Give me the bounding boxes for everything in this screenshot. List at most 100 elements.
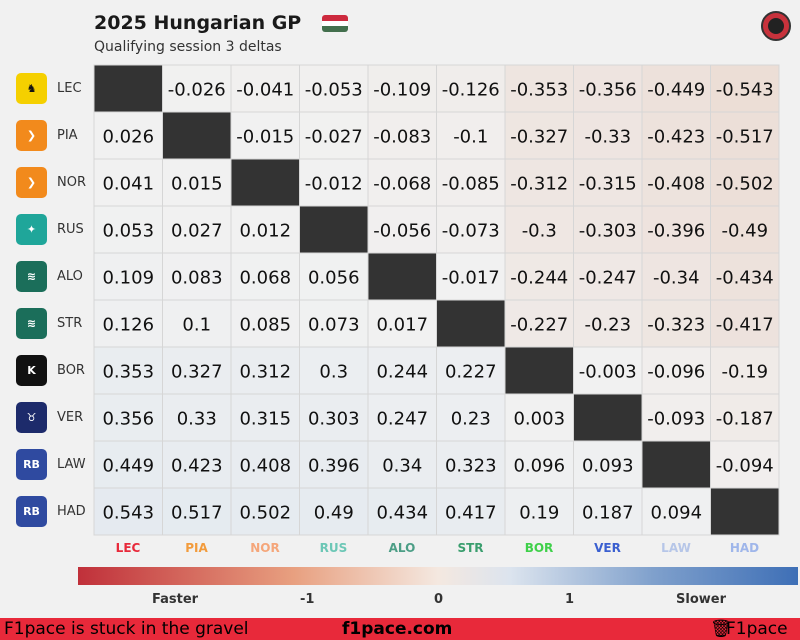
footer-website-link[interactable]: f1pace.com — [342, 619, 453, 639]
heatmap-cell-value: -0.396 — [647, 221, 705, 242]
heatmap-cell-value: 0.303 — [308, 409, 360, 430]
heatmap-diagonal-cell — [641, 440, 711, 489]
heatmap-cell-value: 0.49 — [314, 503, 354, 524]
heatmap-cell — [93, 487, 163, 536]
heatmap-cell-value: -0.1 — [453, 127, 488, 148]
heatmap-cell — [573, 205, 643, 254]
heatmap-cell-value: 0.408 — [239, 456, 291, 477]
heatmap-cell-value: 0.23 — [451, 409, 491, 430]
heatmap-cell — [504, 299, 574, 348]
heatmap-cell-value: 0.315 — [239, 409, 291, 430]
heatmap-cell-value: -0.353 — [510, 80, 568, 101]
heatmap-cell — [573, 487, 643, 536]
heatmap-cell-value: -0.027 — [305, 127, 363, 148]
heatmap-diagonal-cell — [504, 346, 574, 395]
heatmap-cell-value: 0.423 — [171, 456, 223, 477]
heatmap-cell — [230, 64, 300, 113]
heatmap-cell — [299, 158, 369, 207]
heatmap-cell-value: -0.33 — [584, 127, 631, 148]
heatmap-cell-value: 0.094 — [650, 503, 702, 524]
heatmap-cell-value: -0.187 — [716, 409, 774, 430]
heatmap-cell — [367, 393, 437, 442]
heatmap-cell-value: 0.502 — [239, 503, 291, 524]
colorbar-tick: 1 — [565, 592, 575, 607]
heatmap-cell-value: 0.449 — [102, 456, 154, 477]
heatmap-cell — [641, 111, 711, 160]
heatmap-diagonal-cell — [299, 205, 369, 254]
heatmap-cell-value: -0.056 — [373, 221, 431, 242]
heatmap-cell — [367, 346, 437, 395]
heatmap-cell-value: 0.356 — [102, 409, 154, 430]
heatmap-cell-value: -0.502 — [716, 174, 774, 195]
heatmap-cell — [710, 299, 780, 348]
heatmap-cell-value: -0.408 — [647, 174, 705, 195]
heatmap-cell-value: 0.053 — [102, 221, 154, 242]
row-label: NOR — [57, 174, 86, 190]
aston-martin-icon: ≋ — [16, 260, 47, 292]
heatmap-cell-value: -0.094 — [716, 456, 774, 477]
racing-bulls-icon: RB — [16, 495, 47, 527]
heatmap-cell-value: 0.312 — [239, 362, 291, 383]
heatmap-cell-value: 0.353 — [102, 362, 154, 383]
heatmap-cell — [573, 252, 643, 301]
heatmap-cell-value: -0.041 — [236, 80, 294, 101]
heatmap-cell-value: 0.126 — [102, 315, 154, 336]
heatmap-cell — [230, 111, 300, 160]
row-header-law: RB LAW — [16, 441, 86, 487]
footer-bar: F1pace is stuck in the gravel f1pace.com… — [0, 618, 800, 640]
heatmap-cell-value: -0.083 — [373, 127, 431, 148]
footer-tagline: F1pace is stuck in the gravel — [4, 619, 249, 639]
chart-title: 2025 Hungarian GP — [94, 12, 302, 34]
heatmap-cell — [641, 346, 711, 395]
heatmap-cell-value: -0.244 — [510, 268, 568, 289]
column-label: LEC — [115, 541, 141, 555]
heatmap-cell-value: 0.026 — [102, 127, 154, 148]
heatmap-cell — [230, 487, 300, 536]
heatmap-cell-value: 0.187 — [582, 503, 634, 524]
heatmap-cell-value: -0.323 — [647, 315, 705, 336]
row-header-pia: ❯ PIA — [16, 112, 78, 158]
heatmap-cell — [162, 299, 232, 348]
heatmap-cell-value: -0.126 — [442, 80, 500, 101]
column-label: ALO — [388, 541, 416, 555]
heatmap-cell — [162, 158, 232, 207]
heatmap-cell — [367, 440, 437, 489]
row-label: HAD — [57, 503, 86, 519]
racing-bulls-icon: RB — [16, 448, 47, 480]
column-label: PIA — [185, 541, 208, 555]
heatmap-cell — [162, 64, 232, 113]
colorbar-tick: 0 — [434, 592, 444, 607]
heatmap-cell-value: -0.303 — [579, 221, 637, 242]
mclaren-icon: ❯ — [16, 119, 47, 151]
row-header-had: RB HAD — [16, 488, 86, 534]
heatmap-cell — [641, 252, 711, 301]
heatmap-diagonal-cell — [573, 393, 643, 442]
heatmap-cell-value: 0.093 — [582, 456, 634, 477]
heatmap-cell — [93, 346, 163, 395]
heatmap-cell — [436, 64, 506, 113]
heatmap-cell-value: 0.19 — [519, 503, 559, 524]
column-label: BOR — [524, 541, 554, 555]
heatmap-cell-value: 0.027 — [171, 221, 223, 242]
heatmap-cell-value: -0.49 — [721, 221, 768, 242]
red-bull-icon: ♉ — [16, 401, 47, 433]
heatmap-cell-value: -0.417 — [716, 315, 774, 336]
mclaren-icon: ❯ — [16, 166, 47, 198]
heatmap-cell — [573, 158, 643, 207]
heatmap-cell — [436, 252, 506, 301]
heatmap: -0.026 -0.041 -0.053 -0.109 -0.126 -0.353 -0.3… — [93, 64, 780, 536]
heatmap-cell-value: 0.015 — [171, 174, 223, 195]
heatmap-cell-value: -0.017 — [442, 268, 500, 289]
row-header-bor: K BOR — [16, 347, 85, 393]
heatmap-cell — [93, 111, 163, 160]
trash-can-icon: 🗑 — [710, 619, 732, 639]
heatmap-cell — [641, 205, 711, 254]
heatmap-cell — [504, 252, 574, 301]
heatmap-cell — [93, 299, 163, 348]
heatmap-cell-value: -0.227 — [510, 315, 568, 336]
colorbar-slower-label: Slower — [676, 592, 726, 607]
heatmap-cell — [162, 393, 232, 442]
heatmap-cell-value: -0.068 — [373, 174, 431, 195]
heatmap-cell — [299, 111, 369, 160]
heatmap-cell-value: -0.109 — [373, 80, 431, 101]
